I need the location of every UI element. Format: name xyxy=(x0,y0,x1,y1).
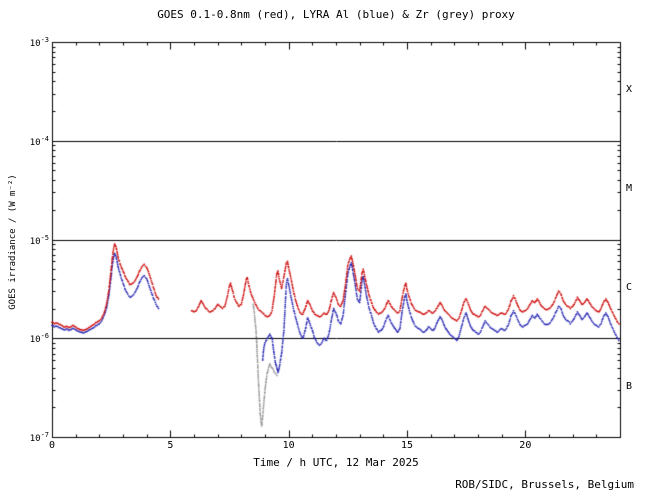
x-tick-label: 0 xyxy=(48,440,56,451)
x-tick-label: 20 xyxy=(519,440,532,451)
y-tick-label: 10-5 xyxy=(29,233,49,247)
flare-class-label-b: B xyxy=(626,380,633,392)
y-tick-label: 10-3 xyxy=(29,36,49,49)
credit-text: ROB/SIDC, Brussels, Belgium xyxy=(455,478,634,491)
x-tick-label: 5 xyxy=(167,440,174,451)
y-tick-label: 10-4 xyxy=(29,134,49,148)
x-axis-label: Time / h UTC, 12 Mar 2025 xyxy=(253,456,419,469)
flare-class-label-m: M xyxy=(626,183,633,195)
x-tick-label: 15 xyxy=(400,440,414,451)
flare-class-label-c: C xyxy=(626,281,633,293)
y-tick-label: 10-6 xyxy=(29,332,49,346)
y-tick-label: 10-7 xyxy=(29,431,49,444)
flare-class-labels: X M C B xyxy=(626,0,646,500)
chart-title: GOES 0.1-0.8nm (red), LYRA Al (blue) & Z… xyxy=(157,8,515,21)
x-tick-label: 10 xyxy=(282,440,295,451)
y-axis-ticks: 10-3 10-4 10-5 10-6 10-7 xyxy=(16,0,49,500)
x-axis-ticks: 0 5 10 15 20 xyxy=(0,440,650,454)
flare-class-label-x: X xyxy=(626,84,633,96)
